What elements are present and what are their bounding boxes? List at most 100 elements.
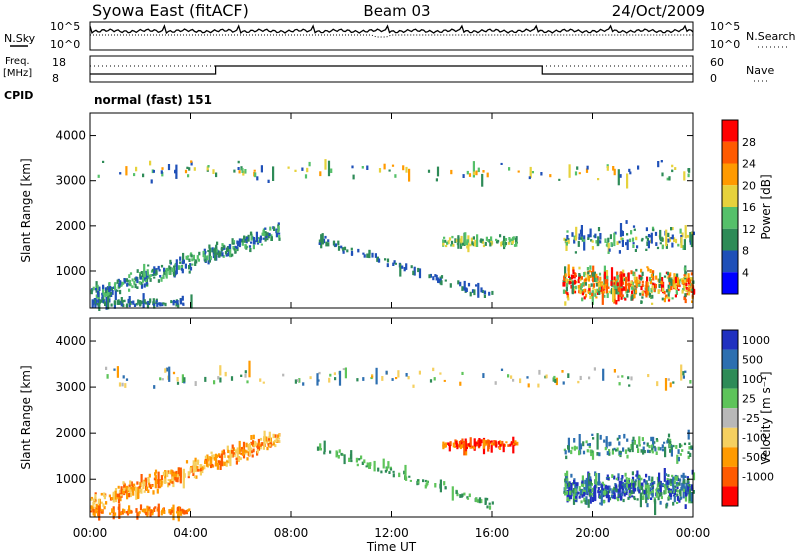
velocity-cell bbox=[579, 375, 582, 380]
power-cell bbox=[162, 302, 165, 305]
velocity-cell bbox=[676, 501, 679, 504]
power-colorbar-title: Power [dB] bbox=[759, 174, 773, 239]
velocity-cell bbox=[653, 445, 656, 449]
power-cell bbox=[216, 252, 219, 255]
velocity-cell bbox=[598, 452, 601, 457]
velocity-cell bbox=[412, 384, 415, 388]
power-cell bbox=[592, 283, 596, 288]
velocity-ytick-label: 1000 bbox=[55, 472, 86, 486]
velocity-cell bbox=[591, 450, 595, 460]
power-cell bbox=[651, 285, 654, 290]
velocity-colorbar-label: -25 bbox=[742, 412, 760, 425]
velocity-cell bbox=[192, 471, 195, 476]
velocity-cell bbox=[117, 506, 120, 510]
power-cell bbox=[572, 274, 575, 279]
velocity-cell bbox=[499, 444, 502, 447]
power-cell bbox=[461, 286, 464, 291]
velocity-cell bbox=[604, 484, 607, 489]
power-cell bbox=[573, 239, 576, 244]
velocity-cell bbox=[152, 490, 155, 495]
velocity-cell bbox=[591, 497, 595, 502]
velocity-cell bbox=[621, 482, 625, 485]
power-cell bbox=[588, 286, 591, 291]
power-cell bbox=[646, 291, 649, 295]
power-cell bbox=[447, 240, 450, 245]
velocity-cell bbox=[218, 453, 221, 457]
velocity-cell bbox=[669, 441, 672, 444]
velocity-cell bbox=[168, 470, 171, 475]
velocity-cell bbox=[589, 489, 592, 504]
velocity-cell bbox=[277, 437, 281, 440]
power-cell bbox=[517, 170, 520, 173]
velocity-cell bbox=[638, 478, 641, 481]
power-cell bbox=[386, 263, 389, 268]
power-colorbar-label: 4 bbox=[742, 266, 749, 279]
power-cell bbox=[625, 220, 628, 224]
velocity-cell bbox=[144, 477, 147, 481]
velocity-cell bbox=[262, 444, 265, 450]
velocity-cell bbox=[691, 484, 694, 489]
power-cell bbox=[619, 223, 623, 237]
velocity-cell bbox=[473, 438, 476, 451]
velocity-cell bbox=[154, 474, 157, 489]
power-cell bbox=[658, 284, 661, 289]
velocity-cell bbox=[151, 485, 154, 488]
power-cell bbox=[586, 267, 589, 271]
velocity-cell bbox=[597, 487, 600, 492]
power-cell bbox=[607, 286, 610, 289]
power-cell bbox=[482, 170, 485, 173]
velocity-cell bbox=[123, 487, 126, 491]
velocity-cell bbox=[509, 443, 512, 447]
velocity-cell bbox=[605, 436, 608, 449]
velocity-cell bbox=[342, 368, 345, 371]
velocity-cell bbox=[171, 507, 174, 513]
power-cell bbox=[179, 298, 182, 303]
power-cell bbox=[613, 299, 616, 304]
power-colorbar-frame bbox=[721, 119, 739, 295]
power-cell bbox=[128, 300, 131, 305]
velocity-cell bbox=[684, 493, 688, 502]
velocity-cell bbox=[183, 510, 186, 515]
velocity-cell bbox=[108, 494, 111, 498]
velocity-cell bbox=[598, 490, 601, 494]
velocity-colorbar-seg bbox=[722, 330, 738, 350]
velocity-cell bbox=[646, 449, 650, 453]
velocity-ytick-label: 2000 bbox=[55, 426, 86, 440]
velocity-colorbar-label: -1000 bbox=[742, 471, 774, 484]
power-cell bbox=[573, 290, 577, 294]
velocity-cell bbox=[630, 444, 633, 451]
power-cell bbox=[566, 235, 569, 240]
velocity-cell bbox=[444, 442, 447, 448]
power-cell bbox=[188, 167, 191, 171]
velocity-cell bbox=[631, 471, 634, 476]
power-cell bbox=[121, 300, 124, 305]
velocity-cell bbox=[653, 441, 656, 444]
velocity-cell bbox=[213, 380, 216, 385]
power-cell bbox=[249, 249, 252, 252]
power-cell bbox=[214, 247, 217, 261]
power-cell bbox=[374, 253, 377, 258]
power-cell bbox=[106, 286, 109, 293]
velocity-cell bbox=[680, 496, 683, 500]
velocity-cell bbox=[475, 442, 478, 445]
velocity-cell bbox=[573, 479, 576, 484]
velocity-cell bbox=[510, 441, 513, 445]
velocity-cell bbox=[189, 467, 192, 472]
power-cell bbox=[528, 176, 531, 180]
velocity-cell bbox=[213, 454, 216, 457]
velocity-cell bbox=[615, 477, 618, 481]
velocity-cell bbox=[171, 509, 174, 513]
velocity-cell bbox=[588, 485, 591, 489]
power-cell bbox=[585, 168, 589, 173]
power-cell bbox=[641, 290, 644, 294]
velocity-cell bbox=[168, 482, 171, 486]
velocity-cell bbox=[578, 445, 582, 449]
velocity-cell bbox=[684, 475, 687, 478]
power-cell bbox=[219, 252, 222, 257]
velocity-cell bbox=[250, 435, 253, 440]
velocity-cell bbox=[616, 437, 619, 441]
station-title: Syowa East (fitACF) bbox=[92, 1, 249, 20]
velocity-cell bbox=[232, 447, 235, 451]
velocity-cell bbox=[149, 509, 152, 513]
date-title: 24/Oct/2009 bbox=[612, 2, 705, 20]
